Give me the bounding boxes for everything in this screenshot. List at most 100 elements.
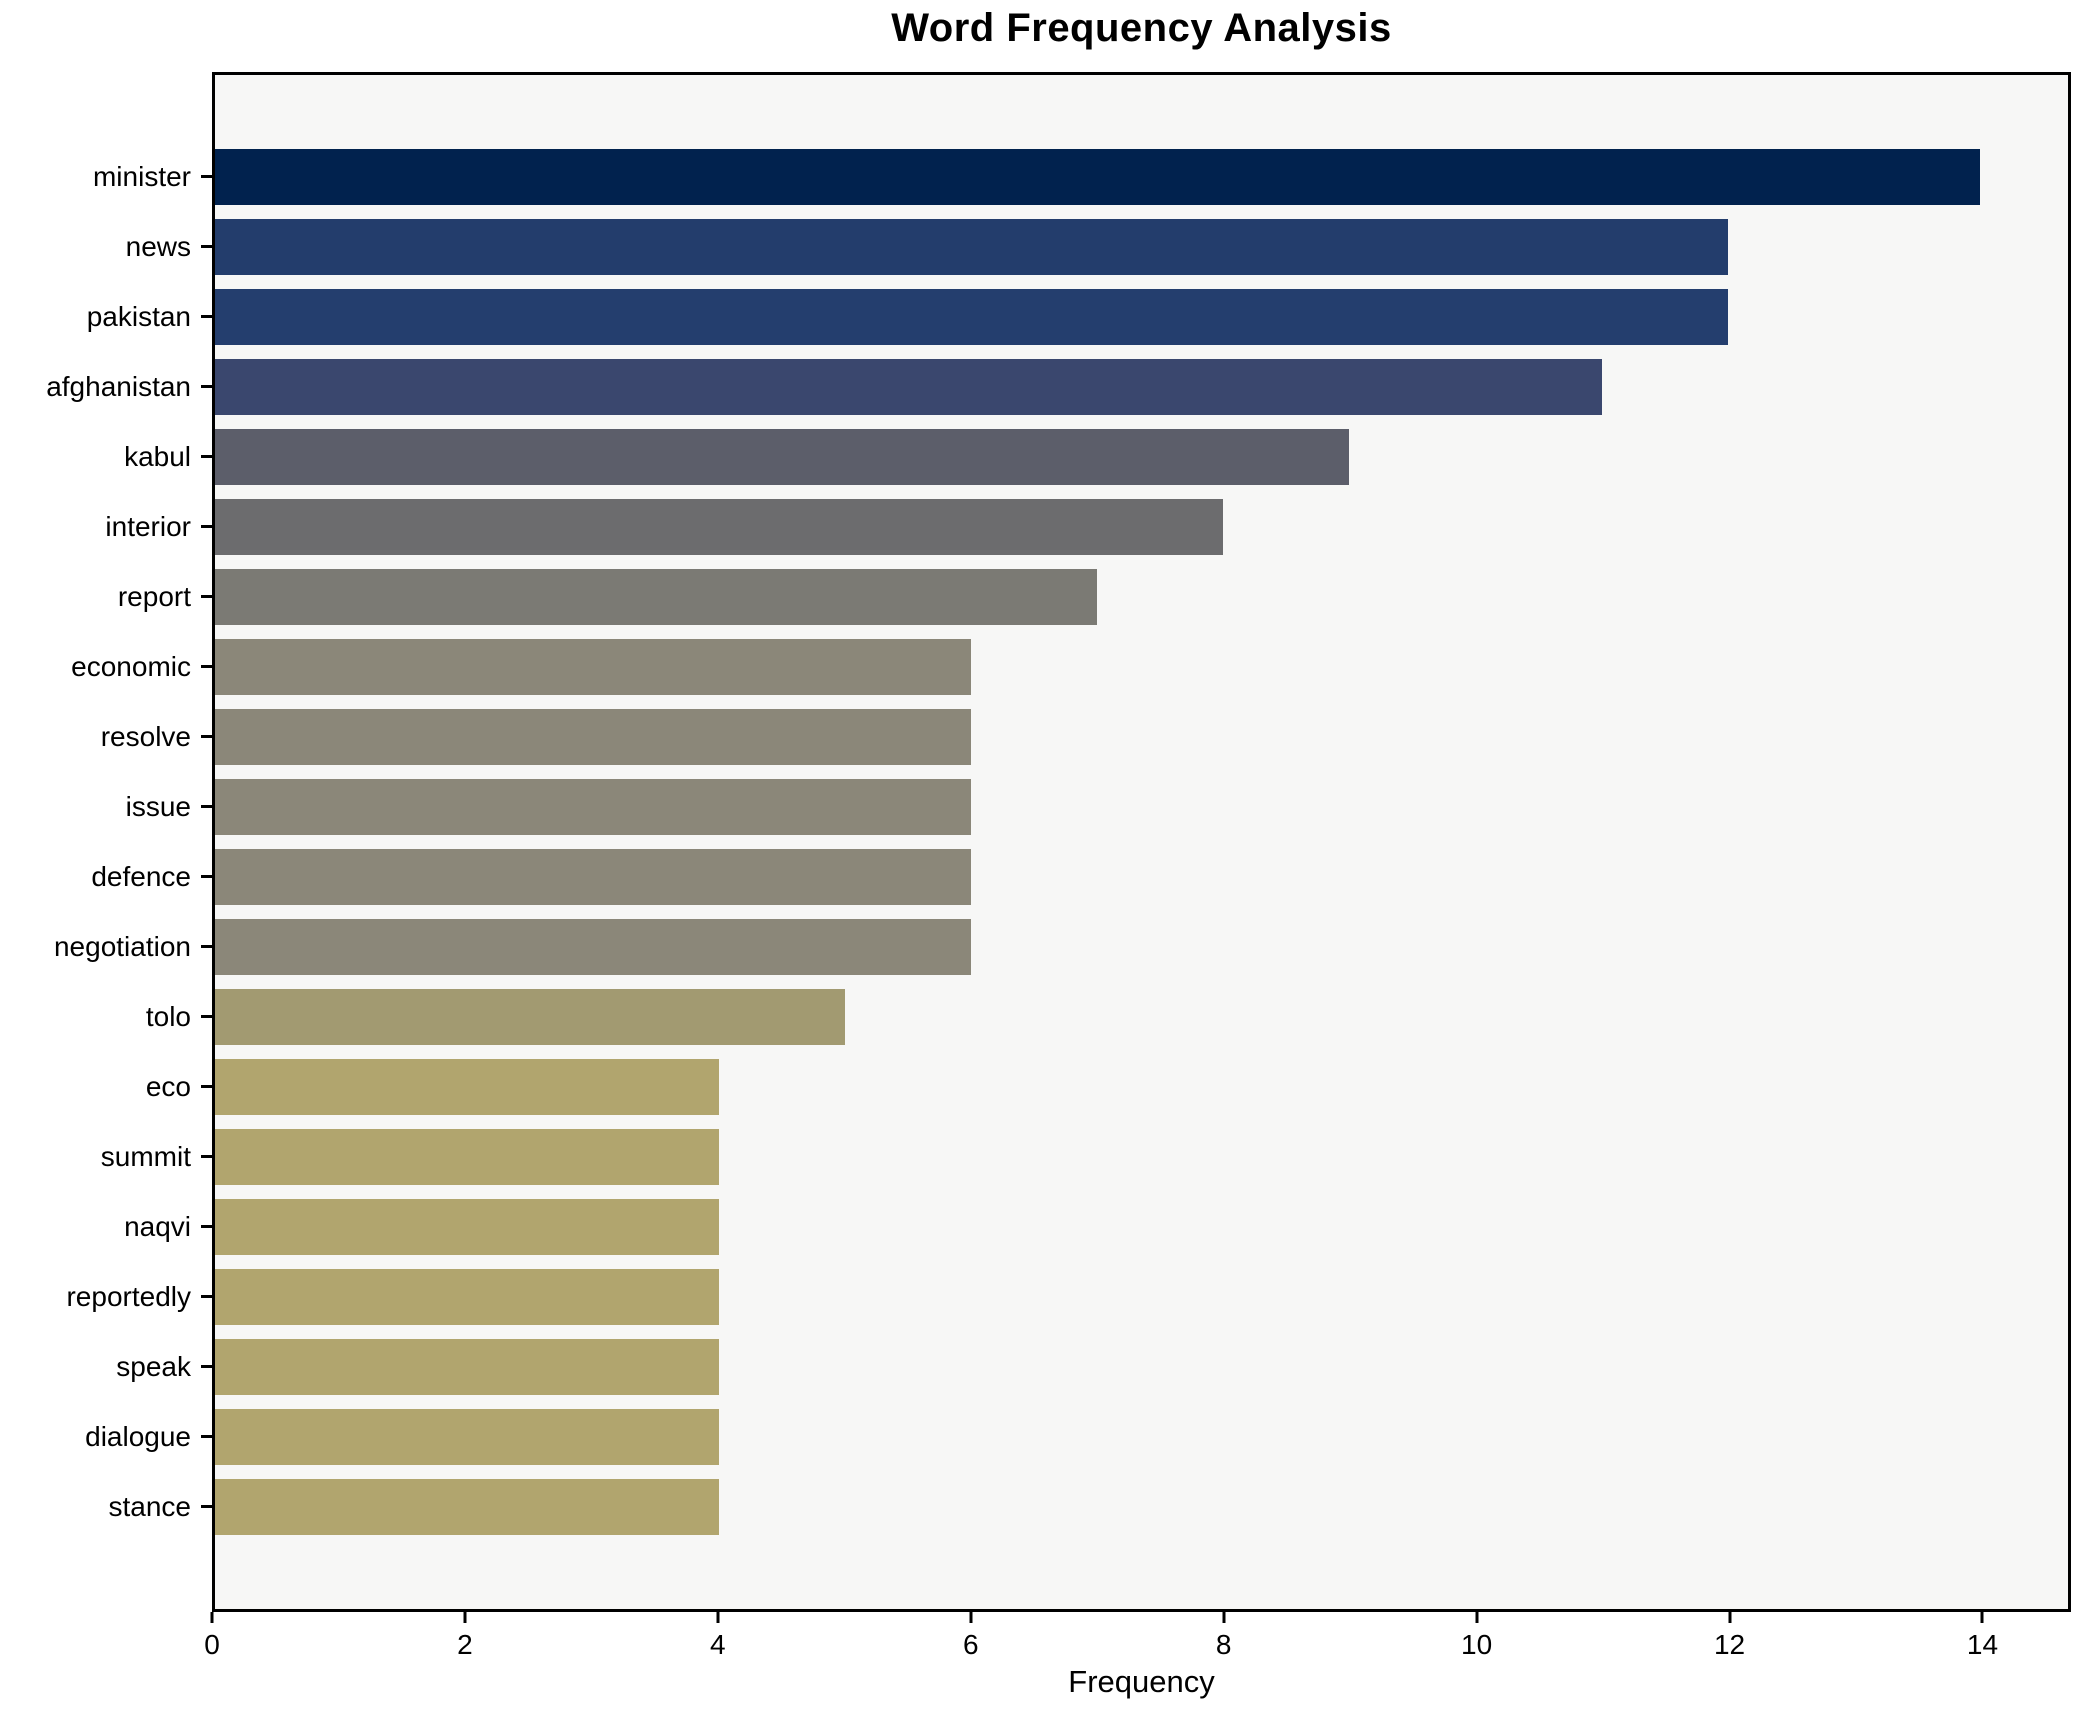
y-tick-mark: [201, 525, 212, 528]
x-tick-label-14: 14: [1966, 1629, 1999, 1660]
y-axis-label-kabul: kabul: [124, 441, 191, 472]
bar-speak: [215, 1339, 720, 1395]
y-axis-label-naqvi: naqvi: [124, 1211, 191, 1242]
y-tick-mark: [201, 1155, 212, 1158]
y-tick-mark: [201, 1085, 212, 1088]
bar-row: reportedly: [66, 1262, 2068, 1332]
y-axis-label-stance: stance: [108, 1491, 192, 1522]
bar-row: pakistan: [87, 282, 2068, 352]
y-tick-mark: [201, 665, 212, 668]
x-tick-label-2: 2: [457, 1629, 473, 1660]
bar-report: [215, 569, 1098, 625]
y-axis-label-afghanistan: afghanistan: [46, 371, 191, 402]
bar-row: afghanistan: [46, 352, 2068, 422]
y-tick-mark: [201, 1435, 212, 1438]
bar-row: economic: [71, 632, 2068, 702]
bar-stance: [215, 1479, 720, 1535]
y-axis-label-defence: defence: [91, 861, 191, 892]
x-tick-label-0: 0: [204, 1629, 220, 1660]
y-axis-label-news: news: [125, 231, 191, 262]
bar-economic: [215, 639, 972, 695]
bar-minister: [215, 149, 1980, 205]
y-axis-label-economic: economic: [71, 651, 191, 682]
bar-interior: [215, 499, 1224, 555]
y-tick-mark: [201, 1505, 212, 1508]
x-tick-mark-6: [969, 1612, 973, 1623]
y-axis-label-minister: minister: [92, 161, 191, 192]
y-tick-mark: [201, 175, 212, 178]
x-axis-label: Frequency: [1068, 1664, 1215, 1699]
bar-row: report: [118, 562, 2068, 632]
y-axis-label-dialogue: dialogue: [85, 1421, 191, 1452]
bar-row: naqvi: [124, 1192, 2068, 1262]
y-tick-mark: [201, 805, 212, 808]
y-axis-label-interior: interior: [105, 511, 191, 542]
x-tick-mark-0: [210, 1612, 214, 1623]
bar-naqvi: [215, 1199, 720, 1255]
x-tick-label-8: 8: [1215, 1629, 1232, 1660]
y-tick-mark: [201, 455, 212, 458]
x-tick-mark-4: [716, 1612, 720, 1623]
bar-negotiation: [215, 919, 972, 975]
y-tick-mark: [201, 1365, 212, 1368]
y-axis-label-report: report: [117, 581, 191, 612]
bar-row: summit: [101, 1122, 2068, 1192]
bar-reportedly: [215, 1269, 720, 1325]
bar-dialogue: [215, 1409, 720, 1465]
y-tick-mark: [201, 385, 212, 388]
bar-row: speak: [116, 1332, 2068, 1402]
chart-title: Word Frequency Analysis: [891, 6, 1392, 50]
y-axis-label-resolve: resolve: [100, 721, 191, 752]
bar-row: minister: [93, 142, 2068, 212]
y-axis-label-summit: summit: [100, 1141, 191, 1172]
plot-area: minister news pakistan afghanistan kabul inte…: [46, 72, 2071, 1612]
x-tick-mark-8: [1222, 1612, 1226, 1623]
y-axis-label-reportedly: reportedly: [66, 1281, 191, 1312]
bar-row: tolo: [146, 982, 2068, 1052]
bar-defence: [215, 849, 972, 905]
y-axis-label-pakistan: pakistan: [86, 301, 191, 332]
x-tick-label-10: 10: [1461, 1629, 1493, 1660]
x-tick-label-4: 4: [710, 1629, 726, 1660]
x-tick-mark-12: [1728, 1612, 1732, 1623]
bar-news: [215, 219, 1728, 275]
y-tick-mark: [201, 595, 212, 598]
bar-row: eco: [146, 1052, 2068, 1122]
bar-row: resolve: [101, 702, 2068, 772]
bar-row: kabul: [124, 422, 2068, 492]
bar-resolve: [215, 709, 972, 765]
bar-row: stance: [109, 1472, 2068, 1542]
y-axis-label-tolo: tolo: [145, 1001, 191, 1032]
y-tick-mark: [201, 875, 212, 878]
y-tick-mark: [201, 735, 212, 738]
bar-pakistan: [215, 289, 1728, 345]
y-axis-label-eco: eco: [145, 1071, 191, 1102]
x-tick-mark-10: [1475, 1612, 1479, 1623]
y-axis-label-issue: issue: [125, 791, 191, 822]
y-tick-mark: [201, 1015, 212, 1018]
x-tick-label-12: 12: [1713, 1629, 1746, 1660]
y-axis-label-negotiation: negotiation: [53, 931, 191, 962]
bar-summit: [215, 1129, 720, 1185]
bar-eco: [215, 1059, 720, 1115]
bar-kabul: [215, 429, 1350, 485]
y-tick-mark: [201, 315, 212, 318]
bar-row: negotiation: [54, 912, 2068, 982]
bar-row: dialogue: [85, 1402, 2068, 1472]
x-tick-mark-2: [463, 1612, 467, 1623]
bar-row: news: [126, 212, 2068, 282]
y-tick-mark: [201, 1295, 212, 1298]
y-tick-mark: [201, 245, 212, 248]
y-axis-label-speak: speak: [116, 1351, 191, 1382]
bar-tolo: [215, 989, 846, 1045]
bar-row: interior: [105, 492, 2068, 562]
bar-row: issue: [126, 772, 2068, 842]
bar-issue: [215, 779, 972, 835]
x-tick-mark-14: [1980, 1612, 1984, 1623]
y-tick-mark: [201, 945, 212, 948]
bar-row: defence: [91, 842, 2068, 912]
y-tick-mark: [201, 1225, 212, 1228]
bar-afghanistan: [215, 359, 1602, 415]
x-tick-label-6: 6: [962, 1629, 979, 1660]
